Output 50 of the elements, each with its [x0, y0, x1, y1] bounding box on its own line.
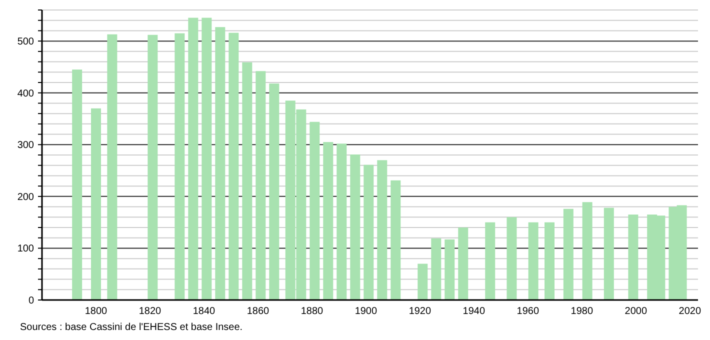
x-tick-label: 1940 [462, 306, 486, 317]
x-tick-label: 1800 [84, 306, 108, 317]
y-tick-label: 400 [17, 88, 34, 100]
bar [377, 160, 388, 300]
x-tick-label: 1820 [138, 306, 162, 317]
x-tick-label: 1900 [354, 306, 378, 317]
bar [310, 122, 320, 300]
source-note: Sources : base Cassini de l'EHESS et base Insee. [20, 322, 243, 333]
bar [528, 222, 538, 300]
bar [604, 208, 614, 300]
x-tick-label: 1860 [246, 306, 270, 317]
bar [72, 70, 82, 300]
bar [506, 217, 517, 300]
bar [336, 144, 347, 300]
bar [148, 34, 158, 300]
x-tick-label: 1980 [570, 306, 594, 317]
bar [628, 214, 638, 300]
bar [188, 18, 198, 300]
y-tick-label: 200 [17, 192, 34, 203]
bar [215, 27, 226, 300]
bar [202, 18, 212, 300]
x-tick-label: 1960 [516, 306, 540, 317]
bar [323, 142, 334, 300]
bar [228, 32, 239, 300]
bar [364, 164, 374, 300]
bar [431, 238, 442, 300]
x-tick-label: 1840 [192, 306, 216, 317]
x-tick-label: 2020 [678, 306, 702, 317]
bar [390, 180, 401, 300]
bar [269, 84, 280, 300]
y-tick-label: 300 [17, 140, 34, 152]
bar [90, 108, 101, 300]
x-tick-label: 1920 [408, 306, 432, 317]
x-tick-label: 1880 [300, 306, 324, 317]
bar [485, 222, 496, 300]
bar [242, 62, 252, 300]
bar [544, 222, 555, 300]
bar [444, 239, 455, 300]
bar [107, 34, 118, 300]
y-tick-label: 0 [28, 296, 34, 306]
bar [174, 33, 185, 300]
bar [350, 154, 360, 300]
bar [256, 71, 266, 300]
y-tick-label: 500 [17, 36, 34, 48]
bar [563, 208, 574, 300]
bar [418, 264, 428, 300]
y-tick-label: 100 [17, 244, 34, 255]
x-tick-label: 2000 [624, 306, 648, 317]
bar [458, 228, 468, 300]
bar [582, 202, 592, 300]
